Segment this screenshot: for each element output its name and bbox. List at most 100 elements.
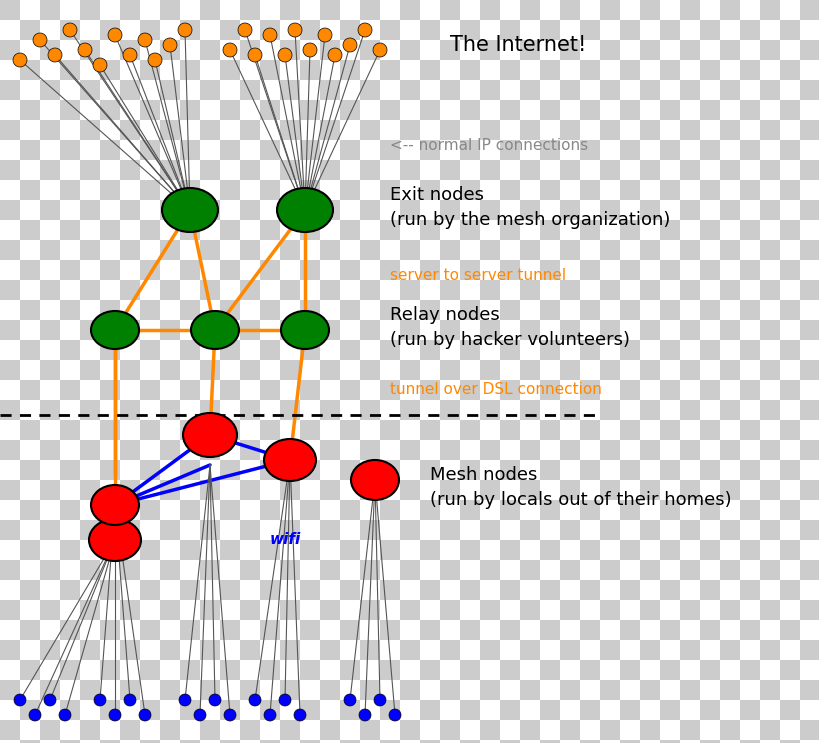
Bar: [240, 460, 260, 480]
Bar: [500, 580, 519, 600]
Bar: [360, 320, 379, 340]
Bar: [519, 80, 540, 100]
Bar: [540, 580, 559, 600]
Bar: [459, 680, 479, 700]
Bar: [200, 340, 219, 360]
Bar: [379, 20, 400, 40]
Bar: [719, 700, 739, 720]
Bar: [80, 240, 100, 260]
Bar: [20, 740, 40, 743]
Bar: [519, 680, 540, 700]
Bar: [200, 260, 219, 280]
Bar: [799, 20, 819, 40]
Bar: [799, 0, 819, 20]
Bar: [759, 260, 779, 280]
Bar: [260, 660, 279, 680]
Bar: [160, 500, 180, 520]
Bar: [100, 520, 120, 540]
Bar: [340, 680, 360, 700]
Bar: [219, 360, 240, 380]
Bar: [400, 280, 419, 300]
Bar: [419, 300, 440, 320]
Bar: [459, 360, 479, 380]
Bar: [759, 380, 779, 400]
Bar: [200, 560, 219, 580]
Bar: [540, 680, 559, 700]
Bar: [459, 420, 479, 440]
Bar: [0, 0, 20, 20]
Bar: [120, 680, 140, 700]
Ellipse shape: [388, 709, 400, 721]
Bar: [0, 320, 20, 340]
Bar: [619, 580, 639, 600]
Bar: [140, 380, 160, 400]
Bar: [699, 220, 719, 240]
Bar: [279, 440, 300, 460]
Bar: [319, 380, 340, 400]
Bar: [279, 200, 300, 220]
Bar: [559, 480, 579, 500]
Bar: [300, 140, 319, 160]
Bar: [400, 620, 419, 640]
Bar: [639, 740, 659, 743]
Bar: [80, 440, 100, 460]
Bar: [100, 20, 120, 40]
Bar: [20, 160, 40, 180]
Bar: [719, 220, 739, 240]
Bar: [40, 420, 60, 440]
Bar: [400, 720, 419, 740]
Bar: [300, 220, 319, 240]
Bar: [20, 220, 40, 240]
Bar: [100, 440, 120, 460]
Bar: [559, 380, 579, 400]
Bar: [559, 180, 579, 200]
Bar: [60, 360, 80, 380]
Bar: [200, 680, 219, 700]
Bar: [40, 660, 60, 680]
Bar: [559, 0, 579, 20]
Bar: [40, 100, 60, 120]
Ellipse shape: [264, 709, 276, 721]
Bar: [600, 520, 619, 540]
Bar: [799, 60, 819, 80]
Bar: [600, 540, 619, 560]
Bar: [80, 580, 100, 600]
Bar: [140, 660, 160, 680]
Bar: [459, 300, 479, 320]
Bar: [379, 400, 400, 420]
Bar: [20, 440, 40, 460]
Bar: [60, 600, 80, 620]
Bar: [100, 680, 120, 700]
Bar: [400, 300, 419, 320]
Bar: [419, 120, 440, 140]
Bar: [100, 200, 120, 220]
Bar: [739, 600, 759, 620]
Bar: [360, 100, 379, 120]
Bar: [739, 100, 759, 120]
Bar: [540, 720, 559, 740]
Bar: [500, 540, 519, 560]
Bar: [260, 560, 279, 580]
Bar: [639, 600, 659, 620]
Bar: [479, 220, 500, 240]
Bar: [300, 100, 319, 120]
Bar: [419, 460, 440, 480]
Bar: [300, 300, 319, 320]
Bar: [400, 420, 419, 440]
Bar: [300, 420, 319, 440]
Bar: [279, 700, 300, 720]
Bar: [600, 340, 619, 360]
Bar: [340, 520, 360, 540]
Bar: [80, 600, 100, 620]
Bar: [719, 340, 739, 360]
Bar: [80, 640, 100, 660]
Bar: [319, 120, 340, 140]
Bar: [319, 480, 340, 500]
Bar: [279, 280, 300, 300]
Bar: [659, 40, 679, 60]
Bar: [719, 400, 739, 420]
Bar: [719, 480, 739, 500]
Bar: [100, 220, 120, 240]
Bar: [0, 280, 20, 300]
Bar: [639, 200, 659, 220]
